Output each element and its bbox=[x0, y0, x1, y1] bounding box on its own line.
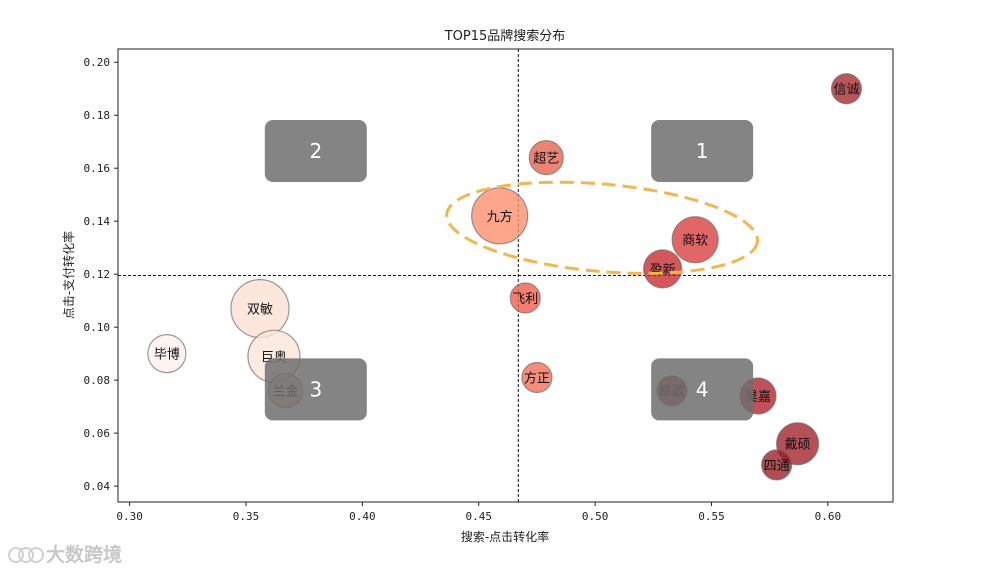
x-tick-label: 0.60 bbox=[815, 510, 842, 523]
y-tick-label: 0.20 bbox=[84, 56, 111, 69]
bubble-label: 九方 bbox=[487, 209, 513, 225]
x-tick-label: 0.30 bbox=[116, 510, 143, 523]
quadrant-box bbox=[264, 358, 367, 421]
y-tick-label: 0.06 bbox=[84, 427, 111, 440]
bubble-label: 信诚 bbox=[833, 83, 859, 98]
bubble-label: 方正 bbox=[524, 370, 550, 386]
quadrant-label: 1 bbox=[696, 139, 709, 163]
bubble-label: 飞利 bbox=[512, 292, 538, 307]
x-tick-label: 0.45 bbox=[465, 510, 492, 523]
quadrant-label: 4 bbox=[696, 377, 709, 401]
bubble-point bbox=[642, 249, 683, 289]
y-tick-label: 0.08 bbox=[84, 374, 111, 387]
y-tick-label: 0.14 bbox=[84, 215, 111, 228]
chart-title: TOP15品牌搜索分布 bbox=[444, 28, 566, 44]
watermark-text: 大数跨境 bbox=[46, 544, 123, 566]
quadrant-box bbox=[651, 119, 754, 182]
bubble-label: 毕博 bbox=[154, 348, 180, 363]
quadrant-label: 3 bbox=[309, 377, 322, 401]
y-tick-label: 0.12 bbox=[84, 268, 111, 281]
bubble-point bbox=[830, 73, 863, 105]
watermark-logo-icon bbox=[8, 545, 44, 563]
y-tick-label: 0.10 bbox=[84, 321, 111, 334]
bubble-point bbox=[761, 449, 793, 481]
bubble-label: 双敏 bbox=[247, 303, 273, 318]
bubble-label: 商软 bbox=[682, 234, 708, 249]
x-axis-title: 搜索-点击转化率 bbox=[461, 529, 549, 544]
bubble-label: 戴硕 bbox=[785, 438, 811, 453]
bubble-label: 盈新 bbox=[650, 262, 676, 278]
plot-frame bbox=[117, 48, 894, 503]
quadrant-label: 2 bbox=[309, 139, 322, 163]
bubble-label: 四通 bbox=[764, 459, 790, 474]
y-tick-label: 0.16 bbox=[84, 162, 111, 175]
x-tick-label: 0.55 bbox=[698, 510, 725, 523]
watermark: 大数跨境 bbox=[8, 540, 122, 567]
x-tick-label: 0.50 bbox=[582, 510, 609, 523]
x-tick-label: 0.35 bbox=[233, 510, 260, 523]
bubble-point bbox=[521, 361, 553, 394]
quadrant-box bbox=[264, 119, 367, 182]
bubble-point bbox=[528, 140, 564, 176]
y-tick-label: 0.18 bbox=[84, 109, 111, 122]
quadrant-box bbox=[651, 358, 754, 421]
bubble-label: 超艺 bbox=[533, 152, 559, 167]
bubble-point bbox=[509, 282, 541, 314]
bubble-point bbox=[147, 334, 187, 374]
y-tick-label: 0.04 bbox=[84, 480, 111, 493]
bubble-point bbox=[671, 216, 719, 264]
y-axis-title: 点击-支付转化率 bbox=[61, 231, 76, 319]
x-tick-label: 0.40 bbox=[349, 510, 376, 523]
highlight-ellipse bbox=[445, 180, 759, 275]
